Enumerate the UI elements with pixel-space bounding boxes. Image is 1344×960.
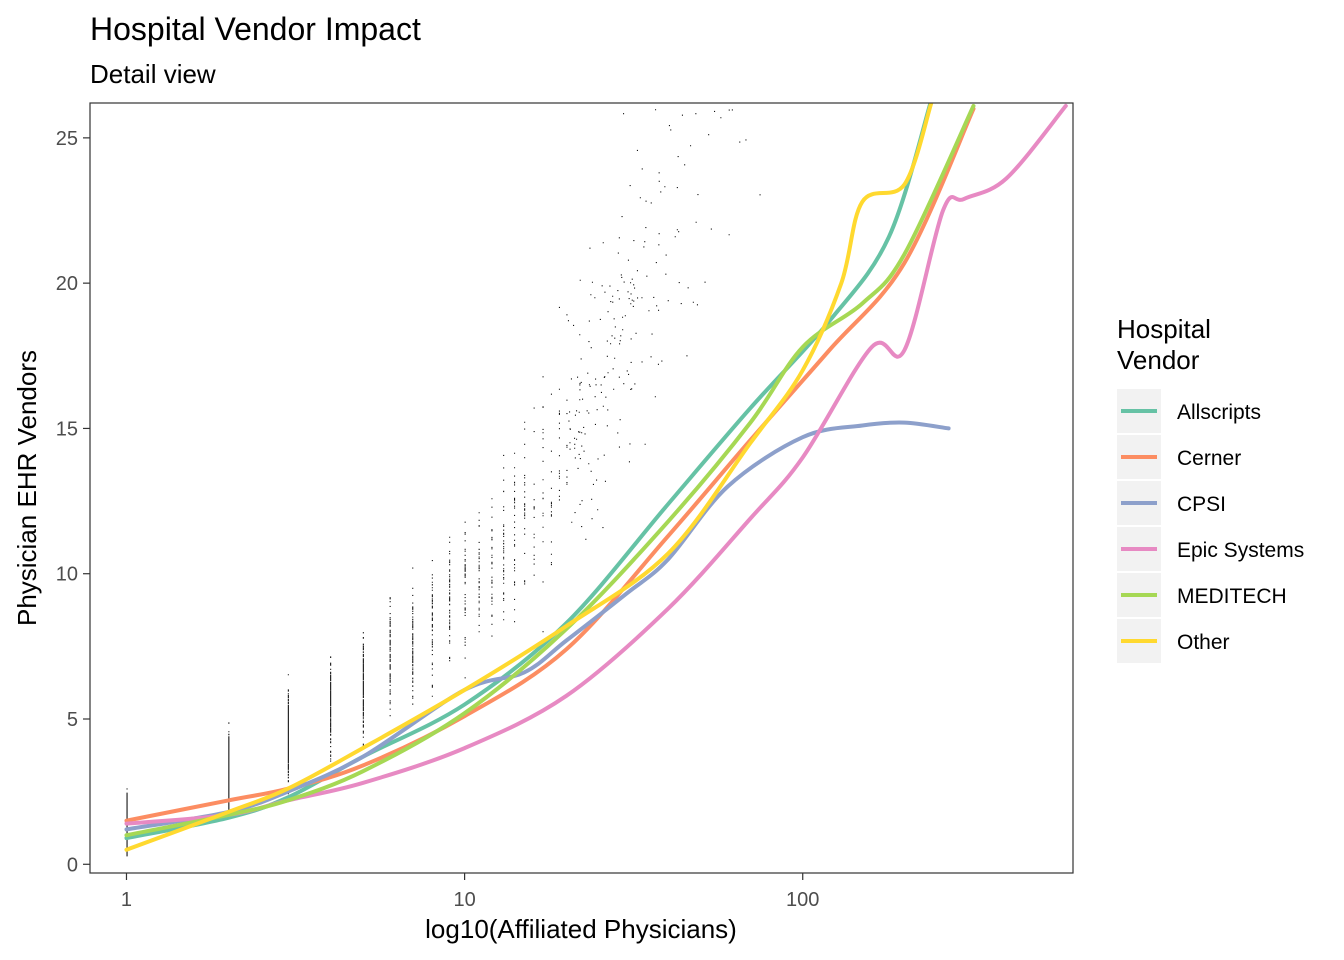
y-axis-title: Physician EHR Vendors [12, 350, 42, 626]
y-tick-label: 25 [56, 128, 78, 150]
y-tick-label: 10 [56, 564, 78, 586]
series-line-epic-systems [124, 103, 1068, 826]
series-line-cpsi [124, 420, 951, 832]
series-line-meditech [124, 103, 976, 838]
legend-title-line-2: Vendor [1117, 345, 1200, 375]
legend-label-meditech: MEDITECH [1177, 585, 1287, 608]
scatter-point-cloud [126, 109, 761, 857]
legend-title-line-1: Hospital [1117, 314, 1211, 344]
y-tick-label: 0 [67, 854, 78, 876]
legend: Hospital Vendor Allscripts Cerner CPSI Epic… [1117, 314, 1304, 663]
series-line-allscripts [124, 103, 933, 841]
chart-title: Hospital Vendor Impact [90, 11, 421, 47]
x-axis-title: log10(Affiliated Physicians) [425, 914, 737, 944]
legend-label-epic-systems: Epic Systems [1177, 539, 1304, 562]
legend-label-other: Other [1177, 631, 1230, 654]
series-line-cerner [124, 106, 976, 823]
legend-label-allscripts: Allscripts [1177, 401, 1261, 424]
legend-label-cpsi: CPSI [1177, 493, 1226, 516]
scatter-points [126, 109, 761, 857]
plot-panel-border [89, 102, 1074, 874]
y-tick-label: 15 [56, 418, 78, 440]
x-tick-label: 1 [121, 889, 132, 911]
chart-subtitle: Detail view [90, 59, 216, 89]
series-line-other [124, 103, 934, 852]
legend-label-cerner: Cerner [1177, 447, 1241, 470]
y-tick-label: 20 [56, 273, 78, 295]
axes: 1 10 100 0 5 10 15 20 25 [56, 128, 820, 911]
x-tick-label: 100 [786, 889, 819, 911]
smooth-lines [124, 103, 1068, 852]
x-tick-label: 10 [453, 889, 475, 911]
y-tick-label: 5 [67, 709, 78, 731]
